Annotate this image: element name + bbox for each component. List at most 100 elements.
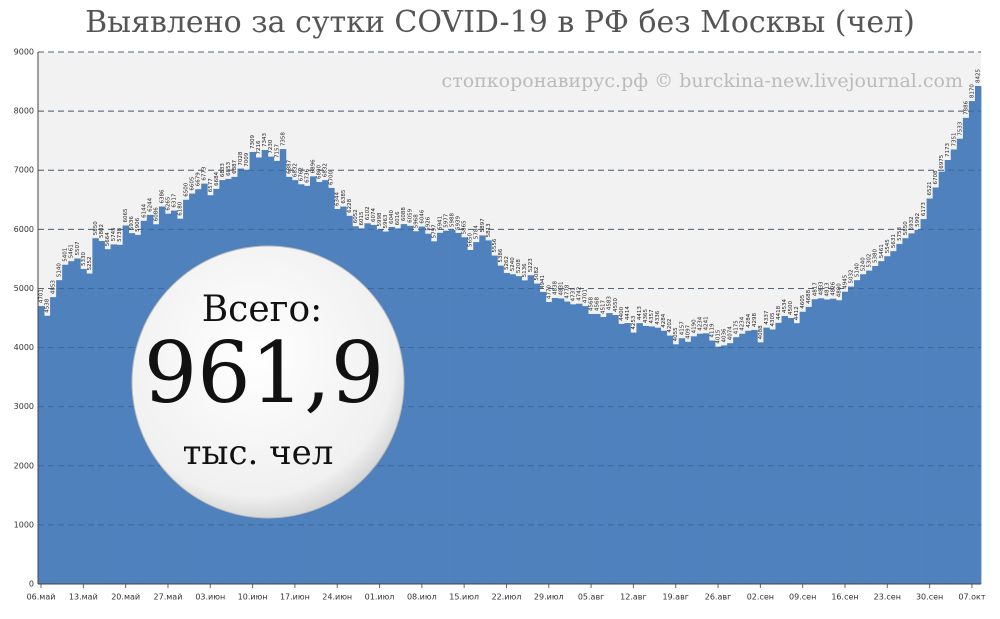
data-label: 5556 (492, 238, 498, 252)
data-label: 6832 (292, 163, 298, 177)
data-label: 5939 (456, 215, 462, 229)
data-label: 6975 (939, 154, 945, 168)
data-label: 4853 (51, 280, 57, 294)
x-tick-label: 03.июн (195, 593, 225, 602)
bar (920, 219, 927, 584)
data-label: 4534 (782, 298, 788, 312)
bar (563, 301, 571, 584)
bar (606, 313, 613, 584)
data-label: 5745 (111, 227, 117, 241)
data-label: 6088 (401, 207, 407, 221)
data-label: 6016 (395, 211, 401, 225)
data-label: 6887 (232, 159, 238, 173)
x-tick-label: 13.май (69, 593, 98, 602)
bar (642, 325, 649, 584)
bar (418, 226, 426, 584)
y-tick-label: 8000 (14, 107, 34, 116)
bar (896, 243, 903, 584)
data-label: 6173 (921, 202, 927, 216)
data-label: 5507 (75, 241, 81, 255)
data-label: 5461 (69, 244, 75, 258)
data-label: 4770 (546, 285, 552, 299)
data-label: 6046 (419, 209, 425, 223)
data-label: 5664 (105, 232, 111, 246)
data-label: 4605 (800, 294, 806, 308)
data-label: 4742 (577, 287, 583, 301)
data-label: 5926 (425, 216, 431, 230)
bar (461, 237, 468, 584)
data-label: 5262 (504, 256, 510, 270)
bar (594, 313, 601, 584)
data-label: 6052 (353, 209, 359, 223)
bar (884, 256, 891, 584)
bar (841, 291, 849, 584)
data-label: 5963 (383, 214, 389, 228)
data-label: 7533 (957, 121, 963, 135)
data-label: 5998 (377, 212, 383, 226)
data-label: 7358 (280, 132, 286, 146)
bar (902, 238, 909, 584)
data-label: 6800 (317, 165, 323, 179)
data-label: 4234 (740, 316, 746, 330)
bar (721, 345, 728, 584)
bar (974, 85, 982, 584)
bar (116, 244, 124, 585)
bar (98, 241, 105, 584)
data-label: 6853 (226, 161, 232, 175)
data-label: 4813 (824, 282, 830, 296)
bar (455, 232, 462, 584)
data-label: 5897 (480, 218, 486, 232)
bar (727, 343, 734, 584)
bar (473, 242, 480, 585)
bar (666, 335, 674, 584)
data-label: 6773 (202, 166, 208, 180)
x-tick-label: 22.июл (492, 593, 522, 602)
bar (503, 272, 510, 584)
data-label: 5545 (885, 239, 891, 253)
data-label: 4945 (842, 274, 848, 288)
x-tick-label: 09.сен (789, 593, 816, 602)
bar (104, 249, 111, 584)
data-label: 6500 (184, 182, 190, 196)
data-label: 5738 (117, 227, 123, 241)
y-tick-label: 3000 (14, 402, 34, 411)
bar (424, 233, 432, 584)
data-label: 5802 (99, 224, 105, 238)
data-label: 5753 (897, 226, 903, 240)
data-label: 4015 (716, 329, 722, 343)
data-label: 5968 (413, 214, 419, 228)
bar (44, 315, 51, 584)
data-label: 4413 (637, 306, 643, 320)
data-label: 6065 (123, 208, 129, 222)
data-label: 4157 (679, 321, 685, 335)
bar (539, 291, 547, 584)
data-label: 6679 (196, 172, 202, 186)
x-tick-label: 30.сен (916, 593, 943, 602)
bar (733, 337, 740, 584)
data-label: 5302 (867, 254, 873, 268)
data-label: 4412 (794, 306, 800, 320)
data-label: 4500 (788, 301, 794, 315)
data-label: 5140 (57, 263, 63, 277)
bar (854, 280, 861, 584)
bar (908, 233, 915, 584)
bar (400, 224, 408, 584)
data-label: 4088 (758, 325, 764, 339)
data-label: 4778 (564, 284, 570, 298)
data-label: 4253 (631, 315, 637, 329)
data-label: 7157 (274, 143, 280, 157)
data-label: 4337 (764, 310, 770, 324)
bar (110, 244, 117, 584)
data-label: 6102 (365, 206, 371, 220)
data-label: 7886 (963, 100, 969, 114)
data-label: 4941 (540, 275, 546, 289)
data-label: 5208 (516, 259, 522, 273)
bar (926, 198, 934, 584)
data-label: 7343 (262, 132, 268, 146)
data-label: 5631 (891, 234, 897, 248)
x-tick-label: 17.июн (280, 593, 310, 602)
bar (600, 316, 607, 584)
data-label: 4305 (770, 312, 776, 326)
data-label: 4517 (601, 299, 607, 313)
bar (575, 303, 583, 584)
